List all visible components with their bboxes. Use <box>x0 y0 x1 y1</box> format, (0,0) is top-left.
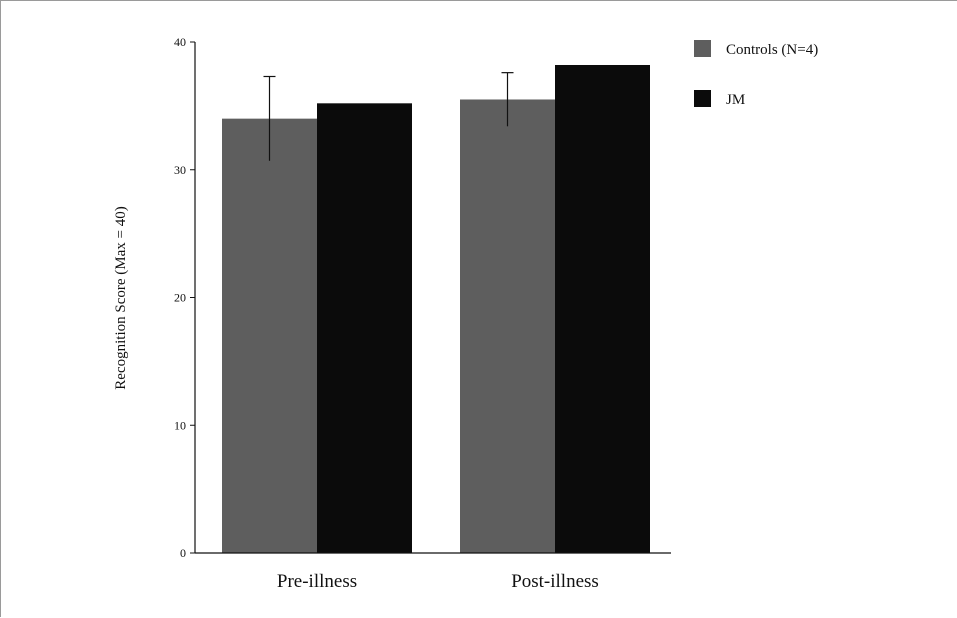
legend-swatch <box>694 90 711 107</box>
x-tick-label: Pre-illness <box>277 571 357 592</box>
y-axis-label: Recognition Score (Max = 40) <box>113 206 129 389</box>
y-tick-label: 30 <box>174 163 186 177</box>
error-bars-layer <box>263 72 514 161</box>
x-tick-label: Post-illness <box>511 571 599 592</box>
legend: Controls (N=4) JM <box>694 40 818 108</box>
y-tick-label: 20 <box>174 291 186 305</box>
legend-swatch <box>694 40 711 57</box>
bar <box>460 99 555 554</box>
y-tick-label: 40 <box>174 35 186 49</box>
x-tick-labels: Pre-illness Post-illness <box>277 571 599 592</box>
legend-label: Controls (N=4) <box>726 42 818 58</box>
bar <box>555 64 650 553</box>
bar <box>317 103 412 553</box>
y-tick-label: 10 <box>174 418 186 432</box>
y-tick-label: 0 <box>180 546 186 560</box>
legend-label: JM <box>726 92 745 108</box>
bars-layer <box>222 64 650 554</box>
bar <box>222 118 317 554</box>
y-ticks: 0 10 20 30 40 <box>174 35 195 560</box>
